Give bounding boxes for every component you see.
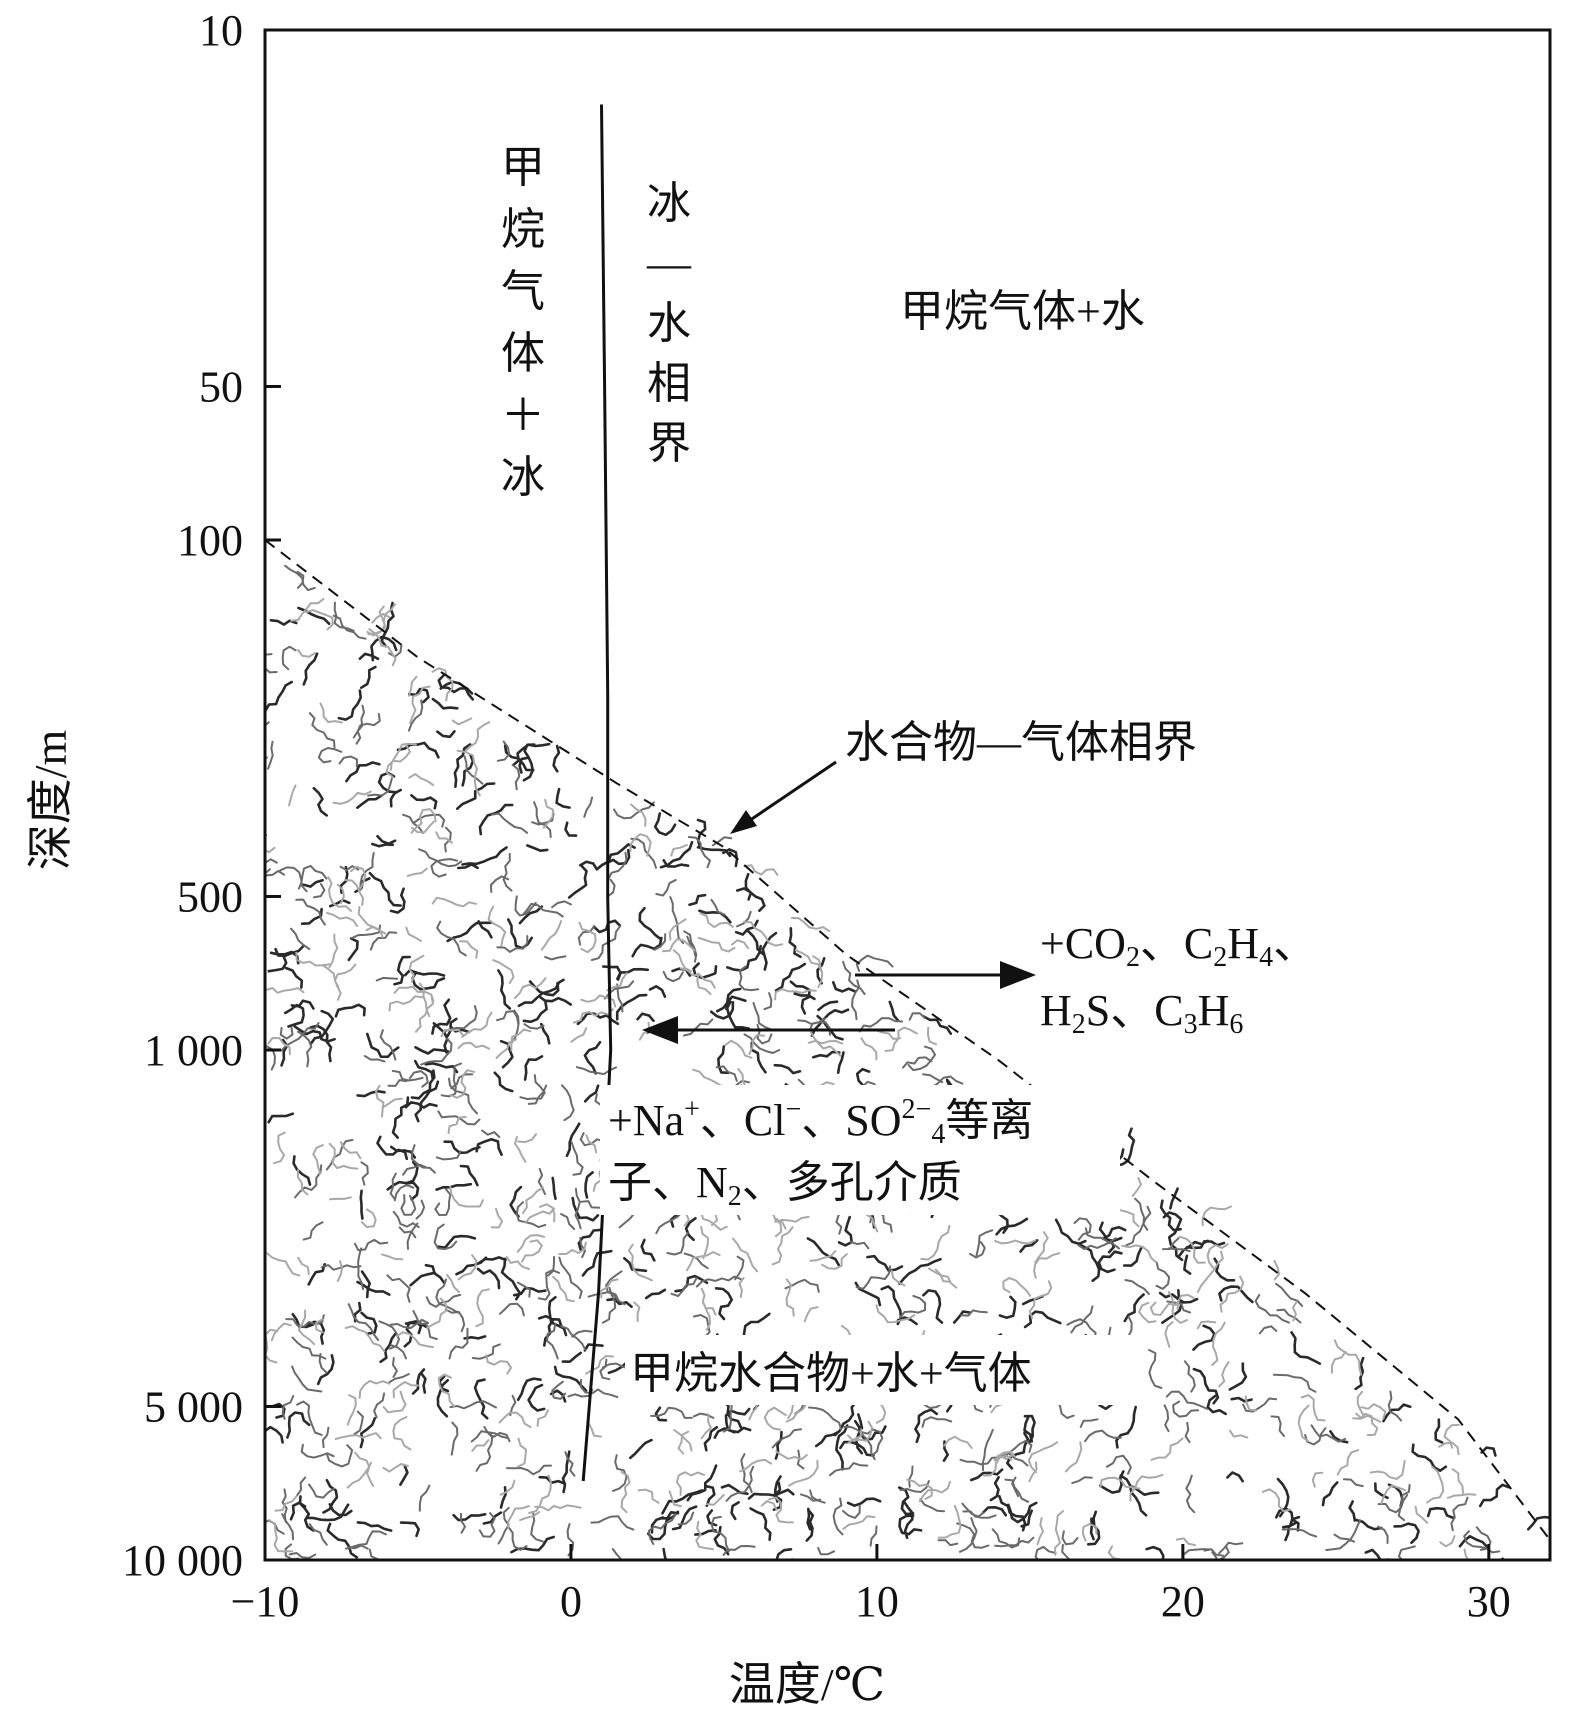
x-tick-label: 10: [855, 1577, 899, 1626]
label-hydrate-gas-boundary: 水合物—气体相界: [845, 718, 1197, 767]
vertical-char: —: [646, 239, 692, 288]
vertical-char: ＋: [501, 391, 545, 440]
vertical-char: 烷: [501, 205, 545, 254]
x-axis-tick-labels: −10 0 10 20 30: [231, 1577, 1511, 1626]
ions-label-backdrop: [600, 1085, 1120, 1215]
boundary-pointer-arrow: [730, 760, 837, 834]
vertical-char: 甲: [501, 143, 545, 192]
vertical-char: 相: [647, 359, 691, 408]
vertical-char: 体: [501, 329, 545, 378]
y-tick-label: 100: [177, 516, 243, 565]
gas-additives-line-2: H2S、C3H6: [1040, 986, 1243, 1040]
hydrate-label-backdrop: [625, 1335, 1135, 1405]
y-tick-label: 5 000: [144, 1382, 243, 1431]
region-label-hydrate-water-gas: 甲烷水合物+水+气体: [630, 1349, 1032, 1398]
x-tick-label: 20: [1161, 1577, 1205, 1626]
x-axis-title: 温度/℃: [729, 1659, 885, 1710]
x-tick-label: −10: [231, 1577, 300, 1626]
y-tick-label: 10 000: [122, 1536, 243, 1585]
y-axis-tick-labels: 10 50 100 500 1 000 5 000 10 000: [122, 6, 243, 1585]
hydrate-gas-boundary-line: [265, 539, 1550, 1542]
plot-frame: [263, 28, 1552, 1562]
vertical-char: 水: [647, 299, 691, 348]
hydrate-region: [265, 540, 1550, 1560]
stipple-texture: [265, 601, 1550, 1560]
gas-additives-line-1: +CO2、C2H4、: [1040, 919, 1317, 973]
ion-additives-line-1: +Na+、Cl−、SO2−4等离: [608, 1094, 1033, 1150]
region-label-gas-ice: 甲烷气体 ＋ 冰: [501, 143, 545, 502]
region-label-gas-water: 甲烷气体+水: [900, 287, 1145, 336]
phase-boundaries: [265, 104, 1550, 1542]
x-tick-label: 30: [1467, 1577, 1511, 1626]
x-tick-label: 0: [560, 1577, 582, 1626]
y-axis-title: 深度/m: [25, 730, 76, 871]
vertical-char: 界: [647, 419, 691, 468]
vertical-char: 冰: [647, 179, 691, 228]
ice-water-boundary-line: [581, 104, 613, 1482]
y-tick-label: 50: [199, 362, 243, 411]
label-ice-water-boundary: 冰 — 水相界: [646, 179, 692, 468]
double-arrow: [642, 961, 1036, 1044]
y-tick-label: 1 000: [144, 1026, 243, 1075]
hydrate-region-fill: [265, 540, 1550, 1560]
ion-additives-line-2: 子、N2、多孔介质: [608, 1158, 962, 1212]
y-tick-label: 10: [199, 6, 243, 55]
vertical-char: 冰: [501, 453, 545, 502]
axis-ticks: [263, 28, 1491, 1562]
y-tick-label: 500: [177, 872, 243, 921]
vertical-char: 气: [501, 267, 545, 316]
